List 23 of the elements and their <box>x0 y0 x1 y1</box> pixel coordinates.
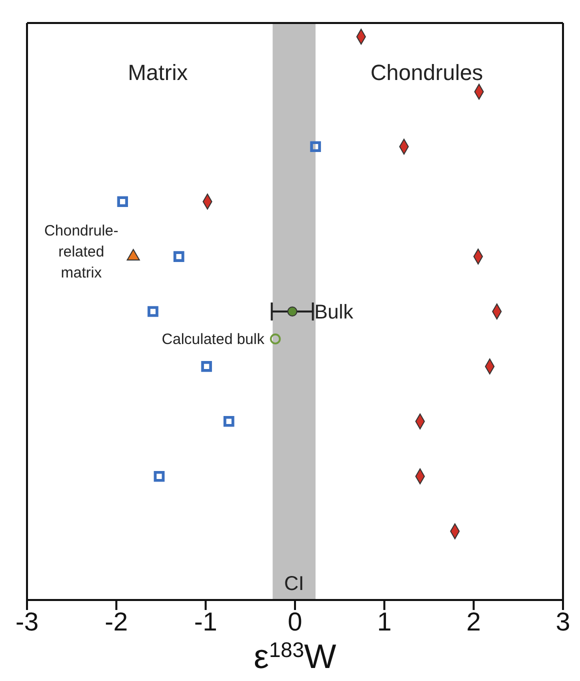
x-axis-title: ε$^{183}$W <box>254 638 336 676</box>
x-tick-label: -1 <box>194 606 218 636</box>
series-label: Bulk <box>314 302 354 324</box>
point <box>173 251 184 262</box>
annotation: Matrix <box>128 60 188 85</box>
x-tick-label: 0 <box>288 606 302 636</box>
series-label: Calculated bulk <box>162 330 265 348</box>
x-tick-label: 3 <box>556 606 570 636</box>
x-tick-label: 1 <box>377 606 392 636</box>
point <box>223 416 234 427</box>
x-tick-label: -3 <box>15 606 39 636</box>
point <box>287 306 298 317</box>
annotation: Chondrules <box>370 60 484 85</box>
point <box>270 334 281 344</box>
x-tick-label: 2 <box>466 606 481 636</box>
point <box>117 196 128 207</box>
point <box>154 470 165 482</box>
series-label: Chondrule-related matrix <box>44 222 118 282</box>
point <box>310 141 321 152</box>
point <box>148 306 158 317</box>
point <box>201 361 212 372</box>
band-label: CI <box>284 573 304 595</box>
x-tick-label: -2 <box>104 606 128 636</box>
